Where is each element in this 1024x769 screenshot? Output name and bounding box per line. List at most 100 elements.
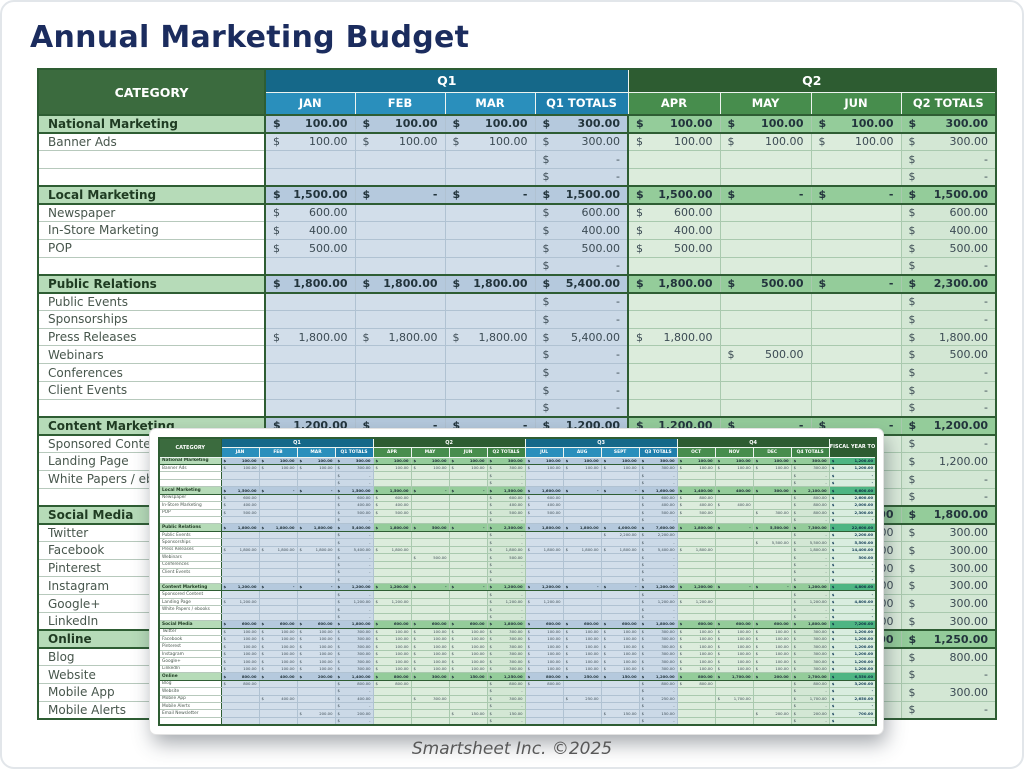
money-cell bbox=[562, 709, 602, 718]
money-cell: $- bbox=[334, 560, 374, 570]
money-cell: $100.00 bbox=[296, 657, 336, 666]
money-cell bbox=[627, 292, 721, 311]
table-row: Facebook$100.00$100.00$100.00$300.00$100… bbox=[158, 634, 877, 644]
money-cell: $100.00 bbox=[258, 634, 298, 644]
category-cell: Content Marketing bbox=[158, 582, 222, 592]
money-cell bbox=[676, 701, 716, 711]
money-cell bbox=[410, 590, 450, 599]
money-cell bbox=[524, 515, 564, 525]
money-cell: $100.00 bbox=[714, 463, 754, 473]
money-cell: $1,800.00 bbox=[264, 327, 356, 347]
money-cell: $- bbox=[828, 590, 877, 599]
money-cell: $5,500.00 bbox=[828, 538, 877, 547]
month-header: AUG bbox=[562, 446, 602, 458]
money-cell: $600.00 bbox=[627, 203, 721, 223]
money-cell bbox=[296, 493, 336, 503]
money-cell: $- bbox=[534, 256, 629, 276]
category-cell: Website bbox=[158, 687, 222, 696]
money-cell bbox=[410, 687, 450, 696]
money-cell: $1,800.00 bbox=[220, 545, 260, 555]
money-cell bbox=[354, 363, 446, 382]
category-cell: National Marketing bbox=[158, 456, 222, 465]
month-header: JUN bbox=[448, 446, 488, 458]
money-cell: $300.00 bbox=[534, 114, 629, 134]
money-cell bbox=[627, 167, 721, 187]
category-cell: Press Releases bbox=[158, 545, 222, 555]
money-cell: $- bbox=[258, 486, 298, 495]
money-cell: $1,700.00 bbox=[790, 694, 830, 703]
money-cell: $- bbox=[790, 605, 830, 614]
money-cell: $- bbox=[900, 256, 997, 276]
money-cell bbox=[562, 679, 602, 689]
money-cell bbox=[258, 709, 298, 718]
money-cell: $400.00 bbox=[258, 672, 298, 681]
money-cell: $- bbox=[752, 582, 792, 592]
money-cell: $- bbox=[334, 605, 374, 614]
money-cell bbox=[600, 515, 640, 525]
month-header: JAN bbox=[220, 446, 260, 458]
money-cell: $- bbox=[900, 398, 997, 418]
money-cell bbox=[372, 612, 412, 622]
quarter-header: Q4 bbox=[676, 437, 830, 448]
money-cell bbox=[296, 575, 336, 584]
money-cell: $100.00 bbox=[524, 649, 564, 659]
money-cell: $600.00 bbox=[258, 620, 298, 629]
money-cell bbox=[258, 493, 298, 503]
money-cell bbox=[524, 701, 564, 711]
money-cell: $800.00 bbox=[524, 679, 564, 689]
money-cell: $2,600.00 bbox=[828, 493, 877, 503]
money-cell bbox=[714, 590, 754, 599]
money-cell: $100.00 bbox=[448, 664, 488, 674]
money-cell bbox=[562, 560, 602, 570]
money-cell: $100.00 bbox=[676, 664, 716, 674]
money-cell: $100.00 bbox=[372, 649, 412, 659]
table-row: $ - $ - $ - $ - $ - bbox=[158, 575, 877, 584]
money-cell bbox=[448, 471, 488, 480]
money-cell: $200.00 bbox=[296, 672, 336, 681]
money-cell: $600.00 bbox=[600, 620, 640, 629]
money-cell: $- bbox=[486, 538, 526, 547]
money-cell: $- bbox=[828, 612, 877, 622]
money-cell bbox=[264, 150, 356, 169]
money-cell: $100.00 bbox=[714, 657, 754, 666]
money-cell bbox=[719, 221, 812, 240]
money-cell bbox=[372, 478, 412, 488]
money-cell: $1,500.00 bbox=[334, 486, 374, 495]
money-cell: $100.00 bbox=[296, 649, 336, 659]
money-cell: $2,100.00 bbox=[790, 486, 830, 495]
money-cell bbox=[562, 508, 602, 518]
money-cell bbox=[719, 327, 812, 347]
category-cell bbox=[158, 478, 222, 488]
money-cell: $- bbox=[714, 582, 754, 592]
money-cell bbox=[719, 292, 812, 311]
money-cell: $- bbox=[258, 582, 298, 592]
money-cell bbox=[810, 363, 902, 382]
fiscal-year-totals-header: FISCAL YEAR TOTALS bbox=[828, 437, 877, 458]
money-cell: $100.00 bbox=[600, 642, 640, 651]
money-cell bbox=[372, 530, 412, 540]
money-cell bbox=[524, 538, 564, 547]
money-cell bbox=[714, 716, 754, 726]
money-cell bbox=[444, 398, 536, 418]
money-cell bbox=[296, 560, 336, 570]
money-cell bbox=[258, 553, 298, 562]
money-cell: $300.00 bbox=[334, 642, 374, 651]
money-cell: $300.00 bbox=[900, 523, 997, 542]
quarter-totals-header: Q2 TOTALS bbox=[900, 91, 997, 116]
money-cell: $- bbox=[486, 687, 526, 696]
money-cell bbox=[220, 560, 260, 570]
category-cell: Landing Page bbox=[158, 597, 222, 607]
money-cell: $1,800.00 bbox=[790, 545, 830, 555]
money-cell: $5,500.00 bbox=[752, 538, 792, 547]
money-cell bbox=[296, 679, 336, 689]
category-cell: Pinterest bbox=[158, 642, 222, 651]
month-header: JUN bbox=[810, 91, 902, 116]
money-cell: $1,200.00 bbox=[486, 597, 526, 607]
money-cell bbox=[719, 238, 812, 258]
money-cell: $150.00 bbox=[448, 672, 488, 681]
category-cell bbox=[37, 150, 266, 169]
money-cell bbox=[676, 568, 716, 577]
money-cell: $- bbox=[810, 185, 902, 205]
money-cell: $300.00 bbox=[790, 634, 830, 644]
money-cell bbox=[600, 701, 640, 711]
